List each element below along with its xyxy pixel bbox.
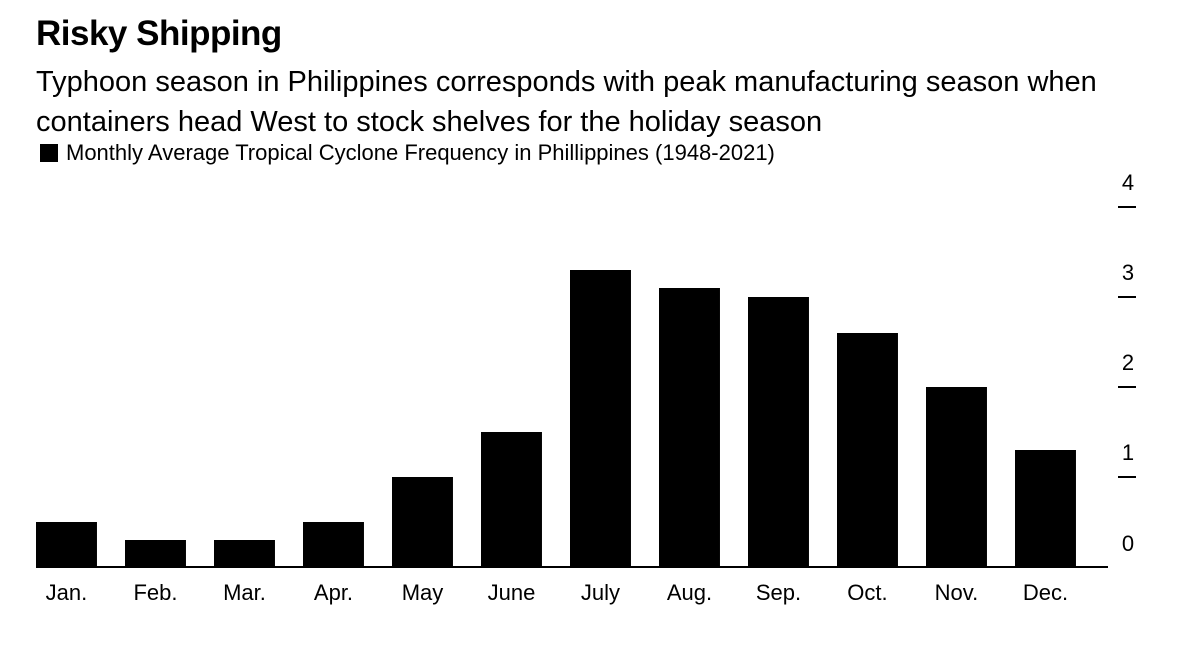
bar-jan — [36, 522, 97, 567]
bars-group — [36, 270, 1076, 567]
bar-june — [481, 432, 542, 567]
x-tick-label: Dec. — [1023, 580, 1068, 605]
x-tick-label: Aug. — [667, 580, 712, 605]
bar-sep — [748, 297, 809, 567]
legend: Monthly Average Tropical Cyclone Frequen… — [40, 140, 775, 166]
x-tick-label: May — [402, 580, 444, 605]
legend-swatch — [40, 144, 58, 162]
chart-subtitle: Typhoon season in Philippines correspond… — [36, 66, 1097, 138]
x-tick-label: Mar. — [223, 580, 266, 605]
x-tick-label: Oct. — [847, 580, 887, 605]
x-tick-label: Jan. — [46, 580, 88, 605]
y-tick-label: 4 — [1122, 170, 1134, 195]
x-tick-label: July — [581, 580, 620, 605]
y-tick-label: 3 — [1122, 260, 1134, 285]
bar-july — [570, 270, 631, 567]
x-tick-label: Nov. — [935, 580, 979, 605]
bar-dec — [1015, 450, 1076, 567]
y-tick-label: 1 — [1122, 440, 1134, 465]
bar-oct — [837, 333, 898, 567]
x-axis-labels: Jan. Feb. Mar. Apr. May June July Aug. Sep. Oct. N… — [46, 580, 1068, 605]
x-tick-label: Apr. — [314, 580, 353, 605]
bar-apr — [303, 522, 364, 567]
x-tick-label: Feb. — [133, 580, 177, 605]
x-tick-label: June — [488, 580, 536, 605]
chart-title: Risky Shipping — [36, 14, 282, 53]
bar-may — [392, 477, 453, 567]
bar-feb — [125, 540, 186, 567]
bar-mar — [214, 540, 275, 567]
y-tick-label: 2 — [1122, 350, 1134, 375]
x-tick-label: Sep. — [756, 580, 801, 605]
bar-aug — [659, 288, 720, 567]
y-tick-label: 0 — [1122, 531, 1134, 556]
legend-label: Monthly Average Tropical Cyclone Frequen… — [66, 140, 775, 165]
y-axis: 0 1 2 3 4 — [1118, 170, 1136, 556]
bar-nov — [926, 387, 987, 567]
